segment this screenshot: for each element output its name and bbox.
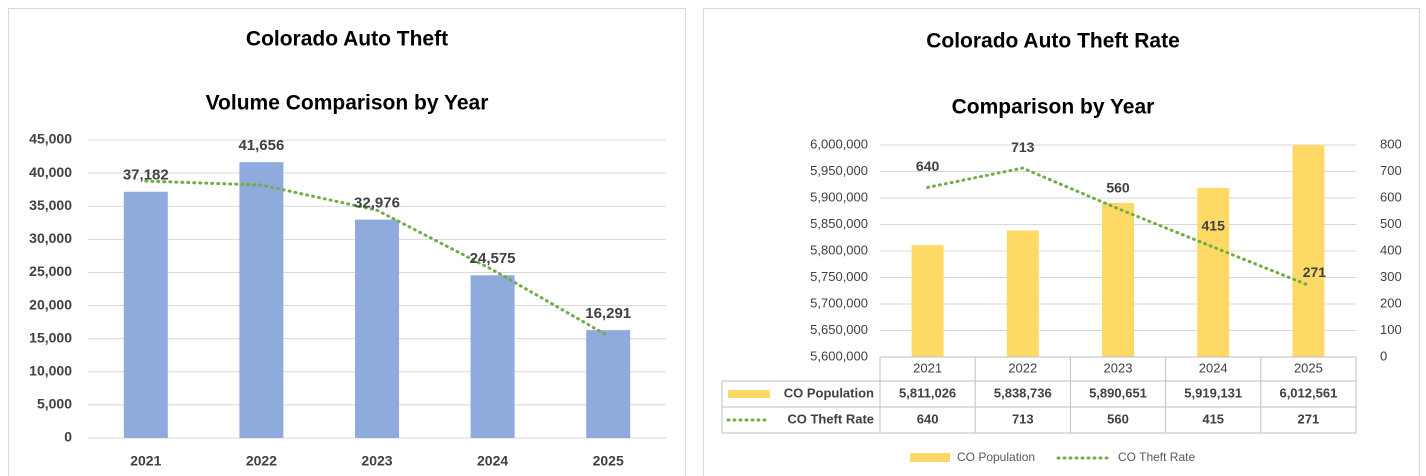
- y-tick-label: 5,650,000: [810, 322, 868, 337]
- data-label: 415: [1202, 218, 1226, 234]
- y2-tick-label: 100: [1380, 322, 1402, 337]
- x-tick-label: 2023: [361, 453, 392, 469]
- data-label: 560: [1106, 179, 1130, 195]
- legend-key: [728, 390, 770, 398]
- x-tick-label: 2024: [477, 453, 508, 469]
- trend-line: [144, 179, 610, 338]
- data-label: 16,291: [585, 305, 631, 322]
- chart-title: Colorado Auto Theft Rate: [926, 30, 1180, 53]
- table-cell: 5,838,736: [994, 385, 1052, 400]
- table-cell: 5,890,651: [1089, 385, 1147, 400]
- bar: [1006, 230, 1039, 357]
- table-cell: 713: [1012, 411, 1034, 426]
- y-tick-label: 5,800,000: [810, 242, 868, 257]
- data-label: 41,656: [238, 137, 284, 154]
- y2-tick-label: 400: [1380, 242, 1402, 257]
- y-tick-label: 40,000: [29, 164, 72, 180]
- chart-subtitle: Volume Comparison by Year: [206, 92, 489, 115]
- x-tick-label: 2022: [1008, 360, 1037, 375]
- legend-key: [910, 453, 950, 462]
- x-tick-label: 2023: [1104, 360, 1133, 375]
- y2-tick-label: 500: [1380, 216, 1402, 231]
- x-tick-label: 2021: [913, 360, 942, 375]
- legend-label: CO Population: [957, 450, 1035, 464]
- y2-tick-label: 800: [1380, 136, 1402, 151]
- x-tick-label: 2024: [1199, 360, 1228, 375]
- y2-tick-label: 200: [1380, 295, 1402, 310]
- table-cell: 415: [1202, 411, 1224, 426]
- x-tick-label: 2025: [593, 453, 624, 469]
- x-tick-label: 2021: [130, 453, 161, 469]
- y-tick-label: 5,850,000: [810, 216, 868, 231]
- data-label: 24,575: [470, 250, 516, 267]
- y-tick-label: 25,000: [29, 263, 72, 279]
- table-cell: 5,919,131: [1184, 385, 1242, 400]
- bar: [911, 245, 944, 357]
- table-row-label: CO Theft Rate: [787, 411, 874, 426]
- table-cell: 271: [1298, 411, 1320, 426]
- y-tick-label: 5,600,000: [810, 348, 868, 363]
- y-tick-label: 35,000: [29, 197, 72, 213]
- table-cell: 640: [917, 411, 939, 426]
- y-tick-label: 10,000: [29, 362, 72, 378]
- y2-tick-label: 0: [1380, 348, 1387, 363]
- bar: [1102, 202, 1134, 357]
- table-row-label: CO Population: [784, 385, 874, 400]
- y2-tick-label: 300: [1380, 269, 1402, 284]
- y-tick-label: 20,000: [29, 296, 72, 312]
- y-tick-label: 0: [64, 429, 72, 445]
- y-tick-label: 6,000,000: [810, 136, 868, 151]
- y-tick-label: 5,700,000: [810, 295, 868, 310]
- data-label: 640: [916, 158, 940, 174]
- bar: [586, 330, 631, 438]
- y-tick-label: 5,000: [37, 396, 72, 412]
- data-label: 271: [1303, 264, 1327, 280]
- y-tick-label: 5,750,000: [810, 269, 868, 284]
- bar: [123, 191, 168, 438]
- y-tick-label: 15,000: [29, 329, 72, 345]
- x-tick-label: 2025: [1294, 360, 1323, 375]
- y-tick-label: 45,000: [29, 131, 72, 147]
- bar: [1292, 145, 1325, 357]
- y-tick-label: 5,900,000: [810, 189, 868, 204]
- chart-title: Colorado Auto Theft: [246, 28, 448, 51]
- chart-subtitle: Comparison by Year: [952, 96, 1155, 119]
- bar: [239, 162, 284, 438]
- bar: [470, 275, 515, 438]
- table-cell: 6,012,561: [1279, 385, 1337, 400]
- legend-label: CO Theft Rate: [1118, 450, 1195, 464]
- bar: [1197, 187, 1230, 357]
- panel: [8, 8, 686, 476]
- table-cell: 5,811,026: [899, 385, 956, 400]
- y2-tick-label: 600: [1380, 189, 1402, 204]
- bar: [355, 219, 399, 438]
- data-label: 32,976: [354, 195, 400, 212]
- data-label: 37,182: [123, 167, 169, 184]
- table-cell: 560: [1107, 411, 1129, 426]
- y-tick-label: 30,000: [29, 230, 72, 246]
- y2-tick-label: 700: [1380, 163, 1402, 178]
- x-tick-label: 2022: [246, 453, 277, 469]
- data-label: 713: [1011, 139, 1035, 155]
- line: [926, 166, 1310, 287]
- y-tick-label: 5,950,000: [810, 163, 868, 178]
